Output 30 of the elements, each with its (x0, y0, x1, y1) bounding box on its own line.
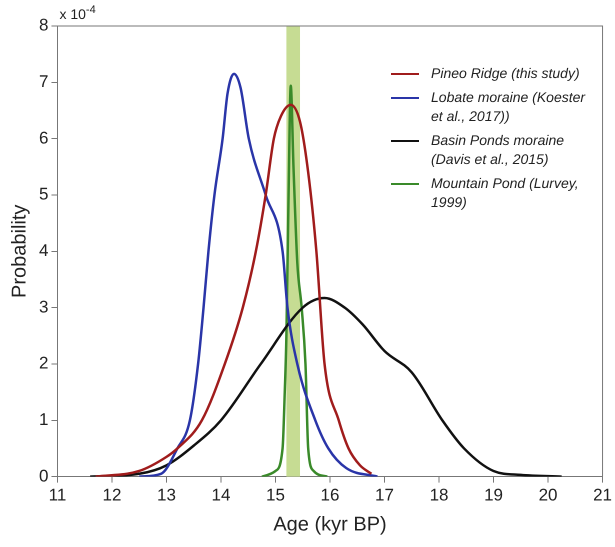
x-tick-label: 17 (375, 485, 394, 504)
y-tick-label: 3 (38, 297, 48, 316)
y-tick-label: 4 (38, 240, 48, 260)
y-tick-label: 6 (38, 128, 48, 148)
legend-label: Basin Ponds moraine (Davis et al., 2015) (431, 131, 566, 169)
legend-label: Lobate moraine (Koester et al., 2017)) (431, 88, 586, 126)
line-series (138, 72, 379, 477)
x-tick-label: 12 (102, 485, 122, 504)
y-tick-label: 8 (38, 16, 48, 35)
x-tick-label: 21 (593, 485, 612, 504)
legend-label: Mountain Pond (Lurvey, 1999) (431, 174, 580, 212)
y-tick-label: 5 (38, 184, 48, 204)
x-axis-title: Age (kyr BP) (273, 514, 387, 536)
x-tick-label: 18 (430, 485, 448, 504)
x-tick-label: 14 (212, 485, 230, 504)
x-tick-label: 16 (320, 485, 340, 504)
x-tick-label: 13 (157, 485, 176, 504)
x-tick-label: 11 (48, 485, 66, 504)
line-series (260, 84, 329, 477)
y-axis-title: Probability (8, 204, 31, 298)
line-series (88, 296, 563, 477)
legend-label: Pineo Ridge (this study) (431, 64, 580, 83)
y-tick-label: 7 (38, 72, 48, 92)
y-tick-label: 0 (38, 466, 48, 486)
x-tick-label: 15 (266, 485, 285, 504)
line-series (94, 104, 373, 477)
y-tick-label: 2 (38, 354, 48, 373)
y-tick-label: 1 (38, 410, 48, 429)
x-tick-label: 19 (484, 485, 503, 504)
x-tick-label: 20 (538, 485, 558, 504)
